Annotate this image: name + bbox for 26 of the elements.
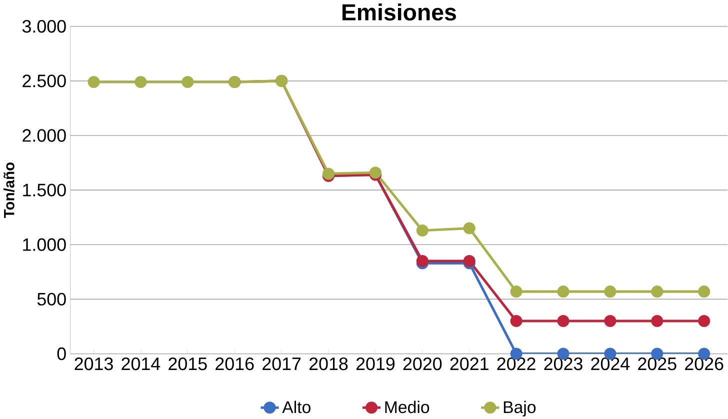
legend-label: Medio	[385, 400, 430, 414]
y-tick-label: 2.000	[22, 129, 66, 142]
y-tick-label: 1.500	[23, 184, 66, 197]
x-tick-label: 2021	[450, 358, 488, 370]
x-tick-label: 2019	[356, 358, 395, 370]
y-tick-label: 500	[37, 292, 66, 306]
y-tick-label: 0	[57, 348, 66, 360]
legend-label: Alto	[282, 400, 310, 414]
y-axis-title: Ton/año	[4, 162, 15, 218]
y-tick-label: 3.000	[22, 20, 66, 33]
x-tick-label: 2025	[638, 358, 676, 370]
x-tick-label: 2020	[403, 358, 442, 370]
x-tick-label: 2016	[216, 358, 254, 370]
chart-title: Emisiones	[342, 4, 456, 21]
y-tick-label: 2.500	[22, 74, 66, 88]
x-tick-label: 2024	[591, 358, 630, 370]
x-tick-label: 2023	[544, 358, 582, 370]
legend-label: Bajo	[504, 400, 536, 417]
x-tick-label: 2014	[122, 358, 160, 370]
x-tick-label: 2022	[497, 358, 536, 370]
x-tick-label: 2017	[262, 358, 301, 370]
x-tick-label: 2026	[685, 358, 724, 370]
x-tick-label: 2013	[74, 358, 113, 370]
x-tick-label: 2015	[168, 358, 207, 370]
y-tick-label: 1.000	[23, 238, 66, 252]
x-tick-label: 2018	[309, 358, 348, 370]
